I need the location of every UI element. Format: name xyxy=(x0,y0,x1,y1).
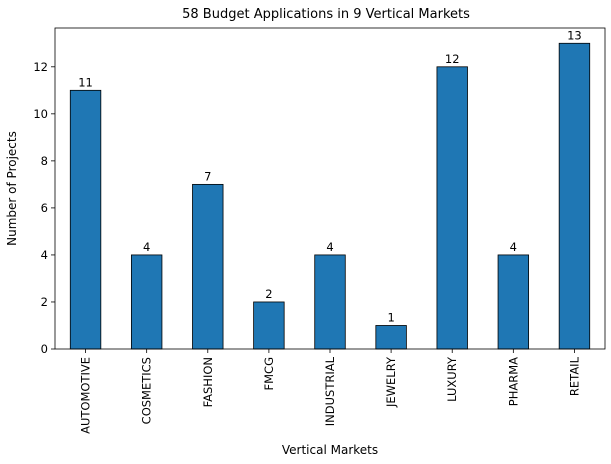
data-label: 4 xyxy=(326,240,333,254)
y-tick-label: 6 xyxy=(41,201,48,215)
x-tick-label: PHARMA xyxy=(506,357,520,406)
bar-luxury xyxy=(436,66,468,350)
data-label: 7 xyxy=(204,169,211,183)
x-tick-label: AUTOMOTIVE xyxy=(79,357,93,434)
plot-area: 0 2 4 6 8 10 12 11 AUTOMOTIVE 4 COSMETICS 7 FASHION 2… xyxy=(33,28,591,434)
plot-frame xyxy=(54,27,606,350)
chart-title: 58 Budget Applications in 9 Vertical Mar… xyxy=(182,7,470,22)
y-axis-label: Number of Projects xyxy=(5,131,19,246)
x-tick-label: RETAIL xyxy=(567,356,581,396)
x-tick-label: INDUSTRIAL xyxy=(323,356,337,426)
data-label: 12 xyxy=(445,52,460,66)
bar-fashion xyxy=(192,183,224,350)
x-tick-label: COSMETICS xyxy=(140,357,154,424)
data-label: 4 xyxy=(143,240,150,254)
x-tick-label: FMCG xyxy=(262,357,276,390)
data-label: 11 xyxy=(78,75,93,89)
bar-retail xyxy=(558,42,591,350)
x-axis-label: Vertical Markets xyxy=(282,443,378,457)
y-tick-label: 10 xyxy=(33,107,48,121)
data-label: 4 xyxy=(510,240,517,254)
bar-jewelry xyxy=(375,325,407,350)
bar-industrial xyxy=(314,254,346,350)
y-tick-label: 8 xyxy=(41,154,48,168)
data-label: 13 xyxy=(567,28,582,42)
data-label: 2 xyxy=(265,287,272,301)
bar-pharma xyxy=(497,254,530,350)
bar-fmcg xyxy=(253,301,285,350)
x-tick-label: LUXURY xyxy=(445,356,459,402)
y-tick-label: 12 xyxy=(33,60,48,74)
data-label: 1 xyxy=(387,310,394,324)
bar-automotive xyxy=(69,89,102,350)
x-tick-label: FASHION xyxy=(201,357,215,407)
y-tick-label: 4 xyxy=(41,248,48,262)
bar-cosmetics xyxy=(130,254,163,350)
y-tick-label: 0 xyxy=(41,342,48,356)
x-tick-label: JEWELRY xyxy=(384,356,398,408)
y-tick-label: 2 xyxy=(41,295,48,309)
